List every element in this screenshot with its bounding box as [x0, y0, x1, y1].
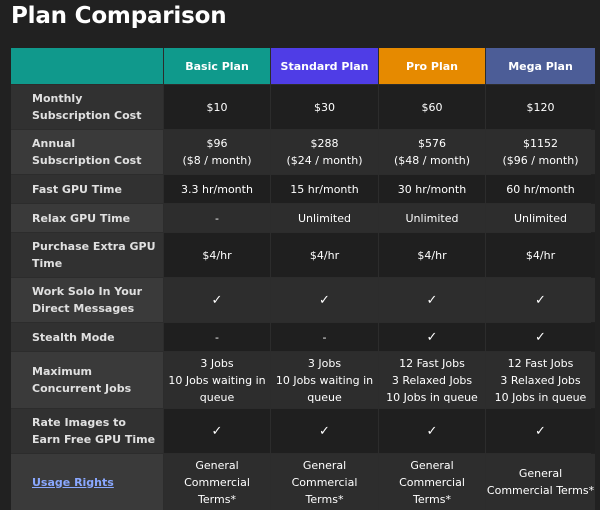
cell-relax-gpu-standard: Unlimited: [271, 204, 378, 232]
cell-fast-gpu-basic: 3.3 hr/month: [164, 175, 270, 203]
cell-usage-basic: General Commercial Terms*: [164, 454, 270, 510]
cell-extra-gpu-basic: $4/hr: [164, 233, 270, 277]
row-label-monthly-subscription-cost: Monthly Subscription Cost: [11, 85, 163, 129]
check-icon: ✓: [379, 323, 485, 351]
cell-fast-gpu-mega: 60 hr/month: [486, 175, 595, 203]
header-pro-plan: Pro Plan: [379, 48, 485, 84]
cell-monthly-basic: $10: [164, 85, 270, 129]
cell-extra-gpu-mega: $4/hr: [486, 233, 595, 277]
cell-fast-gpu-pro: 30 hr/month: [379, 175, 485, 203]
cell-annual-basic: $96 ($8 / month): [164, 130, 270, 174]
header-mega-plan: Mega Plan: [486, 48, 595, 84]
cell-relax-gpu-mega: Unlimited: [486, 204, 595, 232]
cell-stealth-basic: -: [164, 323, 270, 351]
row-label-purchase-extra-gpu-time: Purchase Extra GPU Time: [11, 233, 163, 277]
cell-jobs-mega: 12 Fast Jobs 3 Relaxed Jobs 10 Jobs in q…: [486, 352, 595, 408]
cell-monthly-standard: $30: [271, 85, 378, 129]
cell-relax-gpu-basic: -: [164, 204, 270, 232]
cell-monthly-mega: $120: [486, 85, 595, 129]
cell-usage-mega: General Commercial Terms*: [486, 454, 595, 510]
row-label-maximum-concurrent-jobs: Maximum Concurrent Jobs: [11, 352, 163, 408]
cell-annual-mega: $1152 ($96 / month): [486, 130, 595, 174]
cell-annual-pro: $576 ($48 / month): [379, 130, 485, 174]
cell-extra-gpu-pro: $4/hr: [379, 233, 485, 277]
check-icon: ✓: [271, 278, 378, 322]
cell-annual-standard: $288 ($24 / month): [271, 130, 378, 174]
row-label-work-solo: Work Solo In Your Direct Messages: [11, 278, 163, 322]
check-icon: ✓: [486, 323, 595, 351]
cell-relax-gpu-pro: Unlimited: [379, 204, 485, 232]
row-label-fast-gpu-time: Fast GPU Time: [11, 175, 163, 203]
cell-monthly-pro: $60: [379, 85, 485, 129]
cell-jobs-basic: 3 Jobs 10 Jobs waiting in queue: [164, 352, 270, 408]
check-icon: ✓: [379, 409, 485, 453]
check-icon: ✓: [271, 409, 378, 453]
check-icon: ✓: [164, 278, 270, 322]
header-corner: [11, 48, 163, 84]
plan-comparison-table: Basic Plan Standard Plan Pro Plan Mega P…: [11, 48, 595, 510]
row-label-stealth-mode: Stealth Mode: [11, 323, 163, 351]
header-standard-plan: Standard Plan: [271, 48, 378, 84]
cell-usage-pro: General Commercial Terms*: [379, 454, 485, 510]
cell-extra-gpu-standard: $4/hr: [271, 233, 378, 277]
check-icon: ✓: [486, 278, 595, 322]
page-title: Plan Comparison: [11, 3, 227, 29]
row-label-rate-images: Rate Images to Earn Free GPU Time: [11, 409, 163, 453]
row-label-relax-gpu-time: Relax GPU Time: [11, 204, 163, 232]
cell-jobs-pro: 12 Fast Jobs 3 Relaxed Jobs 10 Jobs in q…: [379, 352, 485, 408]
cell-jobs-standard: 3 Jobs 10 Jobs waiting in queue: [271, 352, 378, 408]
header-basic-plan: Basic Plan: [164, 48, 270, 84]
row-label-usage-rights: Usage Rights: [11, 454, 163, 510]
check-icon: ✓: [379, 278, 485, 322]
cell-usage-standard: General Commercial Terms*: [271, 454, 378, 510]
cell-stealth-standard: -: [271, 323, 378, 351]
check-icon: ✓: [486, 409, 595, 453]
cell-fast-gpu-standard: 15 hr/month: [271, 175, 378, 203]
usage-rights-link[interactable]: Usage Rights: [32, 475, 114, 489]
row-label-annual-subscription-cost: Annual Subscription Cost: [11, 130, 163, 174]
check-icon: ✓: [164, 409, 270, 453]
